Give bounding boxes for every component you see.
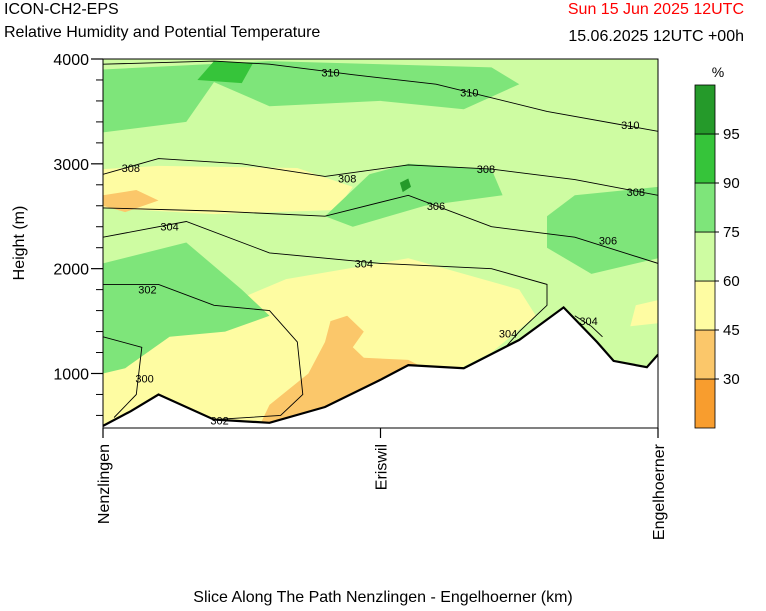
y-tick-label-2000: 2000 — [53, 262, 89, 279]
colorbar-bin-75-90 — [695, 183, 715, 232]
y-tick-label-1000: 1000 — [53, 366, 89, 383]
colorbar-bin-45-60 — [695, 281, 715, 330]
x-tick-label-0: Nenzlingen — [96, 444, 113, 524]
isoline-label-14: 302 — [210, 416, 228, 428]
colorbar-label-75: 75 — [723, 224, 740, 241]
isoline-label-1: 310 — [460, 88, 478, 100]
isoline-label-15: 300 — [135, 374, 153, 386]
y-tick-label-4000: 4000 — [53, 52, 89, 69]
colorbar-bin-30-45 — [695, 330, 715, 379]
colorbar-label-45: 45 — [723, 322, 740, 339]
colorbar-label-60: 60 — [723, 273, 740, 290]
isoline-label-9: 304 — [160, 222, 178, 234]
isoline-label-6: 308 — [627, 187, 645, 199]
colorbar-label-90: 90 — [723, 175, 740, 192]
x-tick-label-2: Engelhoerner — [651, 443, 668, 540]
colorbar-unit: % — [712, 64, 724, 80]
isoline-label-5: 308 — [477, 164, 495, 176]
isoline-label-3: 308 — [122, 163, 140, 175]
y-axis: 1000 2000 3000 4000 — [53, 52, 103, 415]
colorbar: 30 45 60 75 90 95 — [695, 85, 740, 428]
colorbar-bin-90-95 — [695, 134, 715, 183]
isoline-label-2: 310 — [621, 120, 639, 132]
isoline-label-13: 302 — [138, 285, 156, 297]
x-axis-label: Slice Along The Path Nenzlingen - Engelh… — [0, 589, 766, 607]
colorbar-label-95: 95 — [723, 126, 740, 143]
isoline-label-10: 304 — [355, 258, 373, 270]
colorbar-bin-95-100 — [695, 85, 715, 134]
isoline-label-7: 306 — [427, 201, 445, 213]
isoline-label-12: 304 — [579, 316, 597, 328]
y-axis-label: Height (m) — [11, 206, 28, 281]
cross-section-chart: 310 310 310 308 308 308 308 306 306 304 304 304 304 3… — [0, 0, 766, 611]
colorbar-bin-15-30 — [695, 379, 715, 428]
isoline-label-0: 310 — [321, 68, 339, 80]
colorbar-label-30: 30 — [723, 371, 740, 388]
colorbar-bin-60-75 — [695, 232, 715, 281]
y-tick-label-3000: 3000 — [53, 157, 89, 174]
isoline-label-8: 306 — [599, 235, 617, 247]
x-tick-label-1: Eriswil — [374, 444, 391, 490]
isoline-label-4: 308 — [338, 174, 356, 186]
isoline-label-11: 304 — [499, 329, 517, 341]
x-axis: Nenzlingen Eriswil Engelhoerner — [96, 428, 668, 540]
